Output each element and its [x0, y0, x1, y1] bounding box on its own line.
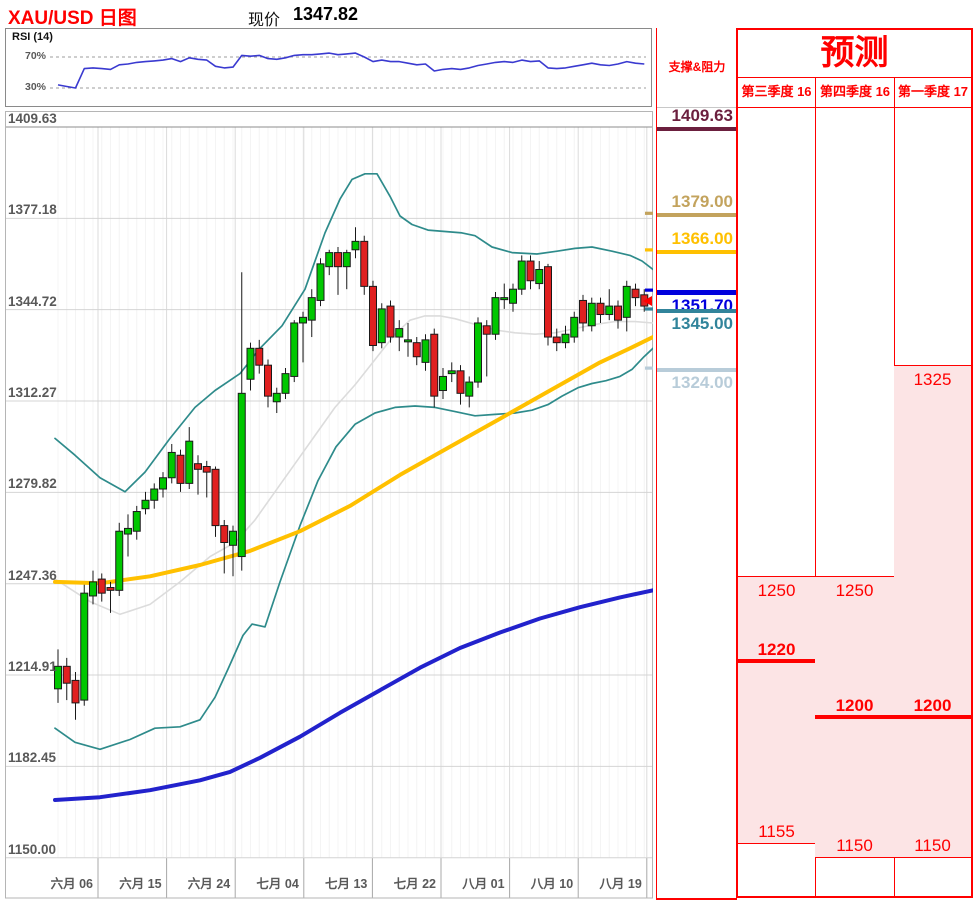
y-tick: 1214.91: [8, 659, 57, 674]
forecast-title: 预测: [738, 30, 971, 78]
forecast-key-level: 1200: [835, 695, 874, 715]
forecast-zone: [738, 576, 815, 844]
x-tick: 八月 01: [461, 877, 504, 891]
rsi-indicator-label: RSI (14): [12, 31, 53, 43]
level-line: [657, 249, 737, 254]
rsi-upper-tick-label: 70%: [24, 50, 46, 62]
forecast-key-line: [738, 658, 815, 663]
level-label: 1345.00: [671, 313, 733, 333]
x-tick: 七月 22: [394, 877, 436, 891]
x-tick: 七月 13: [325, 877, 367, 891]
current-price-value: 1347.82: [293, 4, 359, 24]
x-tick: 八月 19: [598, 877, 641, 891]
forecast-key-line: [815, 714, 894, 719]
y-tick: 1150.00: [8, 842, 56, 857]
forecast-zone-low: 1150: [914, 835, 951, 855]
forecast-key-level: 1220: [757, 639, 796, 659]
x-tick: 七月 04: [256, 877, 298, 891]
y-tick: 1312.27: [8, 385, 57, 400]
level-line: [657, 290, 737, 296]
rsi-lower-tick-label: 30%: [24, 81, 46, 93]
level-line: [657, 308, 737, 313]
x-tick: 六月 06: [51, 876, 93, 891]
support-resistance-panel: 支撑&阻力 1409.63 1379.00 1366.00 1351.70 13…: [656, 28, 737, 900]
y-tick: 1409.63: [8, 111, 57, 126]
forecast-zone-low: 1150: [836, 835, 873, 855]
forecast-zone-low: 1155: [758, 821, 795, 841]
forecast-zone-high: 1250: [757, 581, 796, 601]
level-line: [657, 127, 737, 131]
y-tick: 1247.36: [8, 568, 57, 583]
x-tick: 六月 15: [119, 876, 161, 891]
level-label: 1366.00: [671, 228, 733, 248]
forecast-col-header-q1-17: 第一季度 17: [895, 77, 971, 108]
x-tick: 八月 10: [530, 877, 573, 891]
level-line: [657, 213, 737, 218]
level-label: 1324.00: [671, 372, 733, 392]
level-label: 1409.63: [671, 106, 733, 125]
forecast-col-header-q3-16: 第三季度 16: [738, 77, 815, 108]
y-tick: 1279.82: [8, 476, 57, 491]
candlestick-chart: 1409.63 1377.18 1344.72 1312.27 1279.82 …: [5, 111, 653, 899]
rsi-plot: [50, 52, 646, 89]
current-price-label: 现价: [248, 12, 281, 29]
forecast-col-header-q4-16: 第四季度 16: [816, 77, 894, 108]
forecast-zone-high: 1250: [835, 581, 874, 601]
forecast-zone: [894, 365, 971, 858]
forecast-key-level: 1200: [913, 695, 952, 715]
x-tick: 六月 24: [188, 876, 230, 891]
forecast-zone-high: 1325: [913, 370, 952, 390]
rsi-panel: RSI (14) 70% 30%: [5, 28, 652, 107]
forecast-key-line: [894, 714, 971, 719]
level-line: [657, 367, 737, 372]
y-tick: 1182.45: [8, 750, 57, 765]
y-tick: 1377.18: [8, 202, 57, 217]
forecast-table: 预测 第三季度 16 第四季度 16 第一季度 17 1250 1155 1220 1…: [736, 28, 973, 898]
y-tick: 1344.72: [8, 294, 57, 309]
time-axis: 六月 06 六月 15 六月 24 七月 04 七月 13 七月 22 八月 0…: [51, 876, 642, 891]
level-label: 1379.00: [671, 192, 733, 212]
page-title: XAU/USD 日图: [8, 8, 137, 29]
price-axis: 1409.63 1377.18 1344.72 1312.27 1279.82 …: [8, 111, 57, 857]
support-resistance-header: 支撑&阻力: [657, 28, 737, 108]
column-divider: [815, 77, 816, 896]
